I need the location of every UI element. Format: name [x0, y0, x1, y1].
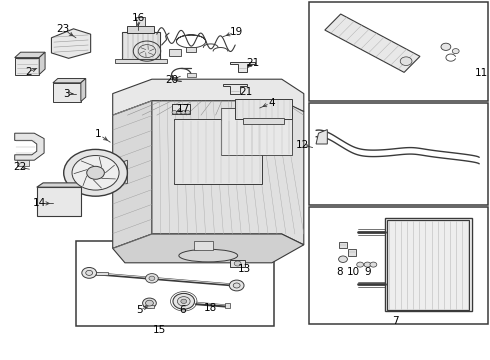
Circle shape	[177, 297, 190, 306]
Circle shape	[86, 270, 93, 275]
Text: 4: 4	[269, 98, 275, 108]
Circle shape	[452, 49, 459, 54]
Bar	[309, 2, 488, 101]
Polygon shape	[53, 83, 81, 102]
Text: 2: 2	[25, 67, 32, 77]
Bar	[186, 47, 196, 52]
Bar	[387, 220, 469, 310]
Bar	[348, 249, 356, 256]
Circle shape	[82, 267, 97, 278]
Circle shape	[146, 300, 153, 306]
Circle shape	[146, 274, 158, 283]
Circle shape	[441, 43, 451, 50]
Polygon shape	[113, 79, 304, 115]
Circle shape	[181, 299, 187, 303]
Text: 22: 22	[13, 162, 26, 172]
Text: 21: 21	[239, 87, 253, 97]
Bar	[172, 104, 190, 114]
Bar	[220, 108, 292, 155]
Bar	[96, 272, 108, 275]
Circle shape	[364, 262, 371, 267]
Polygon shape	[51, 29, 91, 58]
Polygon shape	[223, 84, 247, 94]
Circle shape	[400, 57, 412, 66]
Circle shape	[64, 149, 127, 196]
Circle shape	[233, 283, 240, 288]
Polygon shape	[39, 52, 45, 75]
Bar	[309, 103, 488, 205]
Text: 7: 7	[392, 316, 399, 326]
Text: 23: 23	[56, 24, 70, 34]
Polygon shape	[230, 62, 255, 72]
Text: 6: 6	[179, 305, 186, 315]
Bar	[243, 118, 284, 124]
Polygon shape	[152, 101, 304, 245]
Polygon shape	[316, 130, 327, 144]
Bar	[127, 26, 154, 33]
Bar	[169, 49, 181, 56]
Polygon shape	[53, 78, 86, 83]
Bar	[136, 17, 145, 26]
Polygon shape	[113, 101, 152, 248]
Text: 21: 21	[246, 58, 260, 68]
Bar	[385, 218, 472, 311]
Polygon shape	[15, 58, 39, 75]
Polygon shape	[325, 14, 420, 72]
Polygon shape	[81, 78, 86, 102]
Circle shape	[185, 111, 190, 114]
Circle shape	[234, 261, 241, 266]
Ellipse shape	[179, 249, 238, 262]
Text: 11: 11	[474, 68, 488, 78]
Text: 14: 14	[32, 198, 46, 208]
Text: 8: 8	[336, 267, 343, 277]
Polygon shape	[37, 187, 81, 216]
Circle shape	[138, 45, 156, 58]
Polygon shape	[113, 160, 127, 184]
Bar	[122, 32, 160, 59]
Bar	[225, 303, 230, 308]
Text: 13: 13	[237, 264, 251, 274]
Polygon shape	[113, 234, 304, 263]
Text: 18: 18	[204, 303, 218, 313]
Circle shape	[172, 111, 177, 114]
Polygon shape	[15, 52, 45, 58]
Bar	[230, 260, 245, 267]
Text: 10: 10	[347, 267, 360, 277]
Bar	[235, 99, 292, 119]
Circle shape	[357, 262, 364, 267]
Circle shape	[229, 280, 244, 291]
Circle shape	[370, 262, 377, 267]
Bar	[145, 305, 154, 308]
Circle shape	[143, 298, 156, 308]
Bar	[174, 119, 262, 184]
Text: 17: 17	[177, 104, 191, 114]
Text: 3: 3	[63, 89, 70, 99]
Polygon shape	[15, 133, 44, 160]
Polygon shape	[37, 183, 87, 187]
Circle shape	[339, 256, 347, 262]
Bar	[187, 73, 196, 77]
Text: 15: 15	[152, 325, 166, 335]
Bar	[309, 207, 488, 324]
Bar	[339, 242, 347, 248]
Circle shape	[173, 293, 195, 309]
Bar	[194, 241, 213, 250]
Text: 1: 1	[95, 129, 101, 139]
Text: 5: 5	[136, 305, 143, 315]
Text: 19: 19	[230, 27, 244, 37]
Text: 16: 16	[131, 13, 145, 23]
Polygon shape	[115, 59, 167, 63]
Circle shape	[176, 111, 181, 114]
Circle shape	[72, 156, 119, 190]
Circle shape	[87, 166, 104, 179]
Text: 20: 20	[165, 75, 178, 85]
Text: 9: 9	[364, 267, 371, 277]
Text: 12: 12	[296, 140, 310, 150]
Bar	[76, 241, 274, 326]
Circle shape	[149, 276, 155, 280]
Circle shape	[181, 111, 186, 114]
Bar	[17, 160, 29, 166]
